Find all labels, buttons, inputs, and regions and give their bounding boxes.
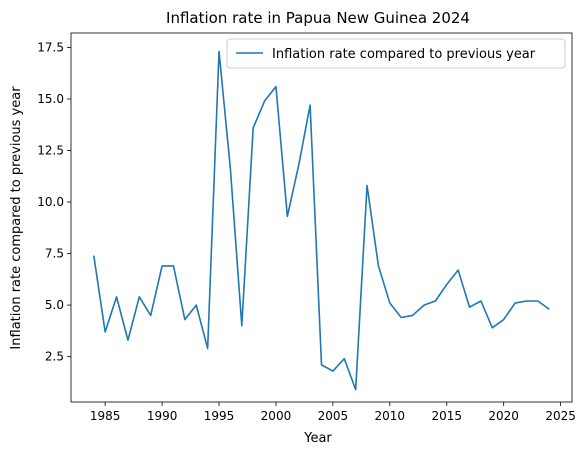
y-tick-label: 7.5 xyxy=(45,247,64,261)
x-tick-label: 2025 xyxy=(545,409,576,423)
x-tick-label: 1995 xyxy=(204,409,235,423)
chart-title: Inflation rate in Papua New Guinea 2024 xyxy=(166,9,470,27)
legend: Inflation rate compared to previous year xyxy=(227,39,565,68)
x-axis-label: Year xyxy=(303,431,332,446)
x-axis: 1985 1990 1995 2000 2005 2010 2015 2020 2025 xyxy=(90,402,576,423)
x-tick-label: 2005 xyxy=(318,409,349,423)
y-axis-label: Inflation rate compared to previous year xyxy=(9,86,24,350)
x-tick-label: 1990 xyxy=(147,409,178,423)
y-tick-label: 10.0 xyxy=(37,195,64,209)
y-tick-label: 12.5 xyxy=(37,144,64,158)
x-tick-label: 2015 xyxy=(431,409,462,423)
x-tick-label: 1985 xyxy=(90,409,121,423)
x-tick-label: 2020 xyxy=(488,409,519,423)
y-tick-label: 17.5 xyxy=(37,40,64,54)
plot-area xyxy=(94,52,549,390)
y-axis: 2.5 5.0 7.5 10.0 12.5 15.0 17.5 xyxy=(37,40,71,363)
y-tick-label: 5.0 xyxy=(45,298,64,312)
x-tick-label: 2010 xyxy=(375,409,406,423)
y-tick-label: 2.5 xyxy=(45,350,64,364)
x-tick-label: 2000 xyxy=(261,409,292,423)
series-line xyxy=(94,52,549,390)
legend-entry-label: Inflation rate compared to previous year xyxy=(272,47,536,62)
y-tick-label: 15.0 xyxy=(37,92,64,106)
